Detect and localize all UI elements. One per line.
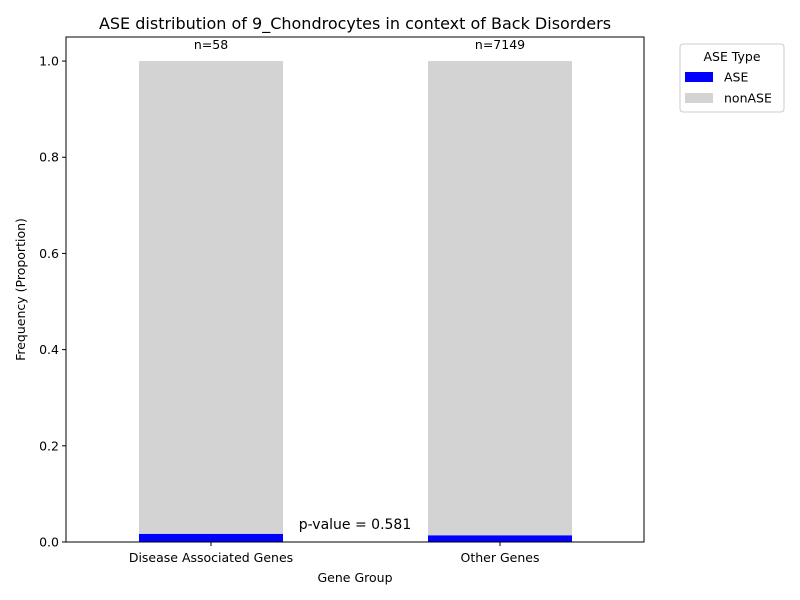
count-annotations: n=58 n=7149: [194, 37, 525, 52]
legend: ASE Type ASE nonASE: [679, 43, 785, 113]
y-tick-label-4: 0.8: [39, 150, 59, 165]
chart-title: ASE distribution of 9_Chondrocytes in co…: [99, 14, 611, 34]
legend-title: ASE Type: [703, 49, 760, 64]
legend-swatch-ase: [685, 72, 713, 82]
bar-nonase-0: [139, 61, 283, 534]
legend-label-ase: ASE: [724, 70, 748, 85]
legend-swatch-nonase: [685, 93, 713, 103]
x-axis-label: Gene Group: [317, 570, 392, 585]
y-axis-label: Frequency (Proportion): [13, 218, 28, 361]
y-axis: 0.0 0.2 0.4 0.6 0.8 1.0: [39, 54, 66, 550]
count-label-1: n=7149: [475, 37, 525, 52]
bar-ase-1: [428, 535, 572, 542]
x-axis: Disease Associated Genes Other Genes: [129, 542, 540, 565]
legend-label-nonase: nonASE: [724, 91, 772, 106]
y-tick-label-1: 0.2: [39, 438, 59, 453]
y-tick-label-3: 0.6: [39, 246, 59, 261]
bar-nonase-1: [428, 61, 572, 536]
p-value-annotation: p-value = 0.581: [299, 517, 412, 533]
y-tick-label-0: 0.0: [39, 535, 59, 550]
count-label-0: n=58: [194, 37, 228, 52]
plot-frame: [65, 36, 645, 543]
y-tick-label-2: 0.4: [39, 342, 59, 357]
y-tick-label-5: 1.0: [39, 54, 59, 69]
bars-group: [139, 61, 572, 542]
legend-items: ASE nonASE: [685, 70, 772, 106]
x-tick-label-1: Other Genes: [461, 550, 540, 565]
x-tick-label-0: Disease Associated Genes: [129, 550, 293, 565]
bar-ase-0: [139, 533, 283, 542]
